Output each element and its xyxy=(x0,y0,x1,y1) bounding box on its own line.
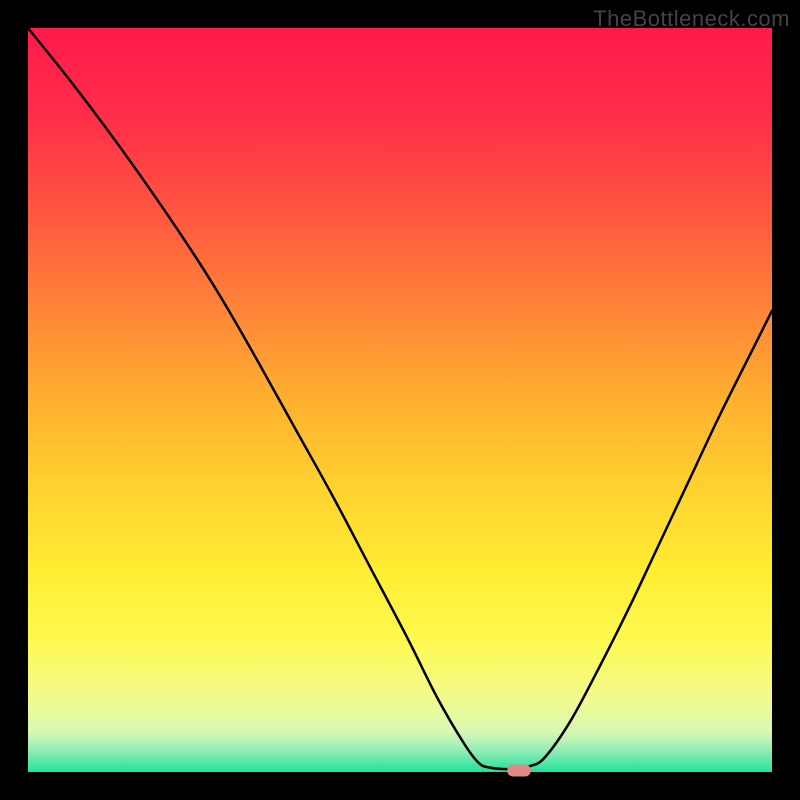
chart-background xyxy=(28,28,772,772)
optimum-marker xyxy=(507,765,531,777)
bottleneck-chart xyxy=(0,0,800,800)
